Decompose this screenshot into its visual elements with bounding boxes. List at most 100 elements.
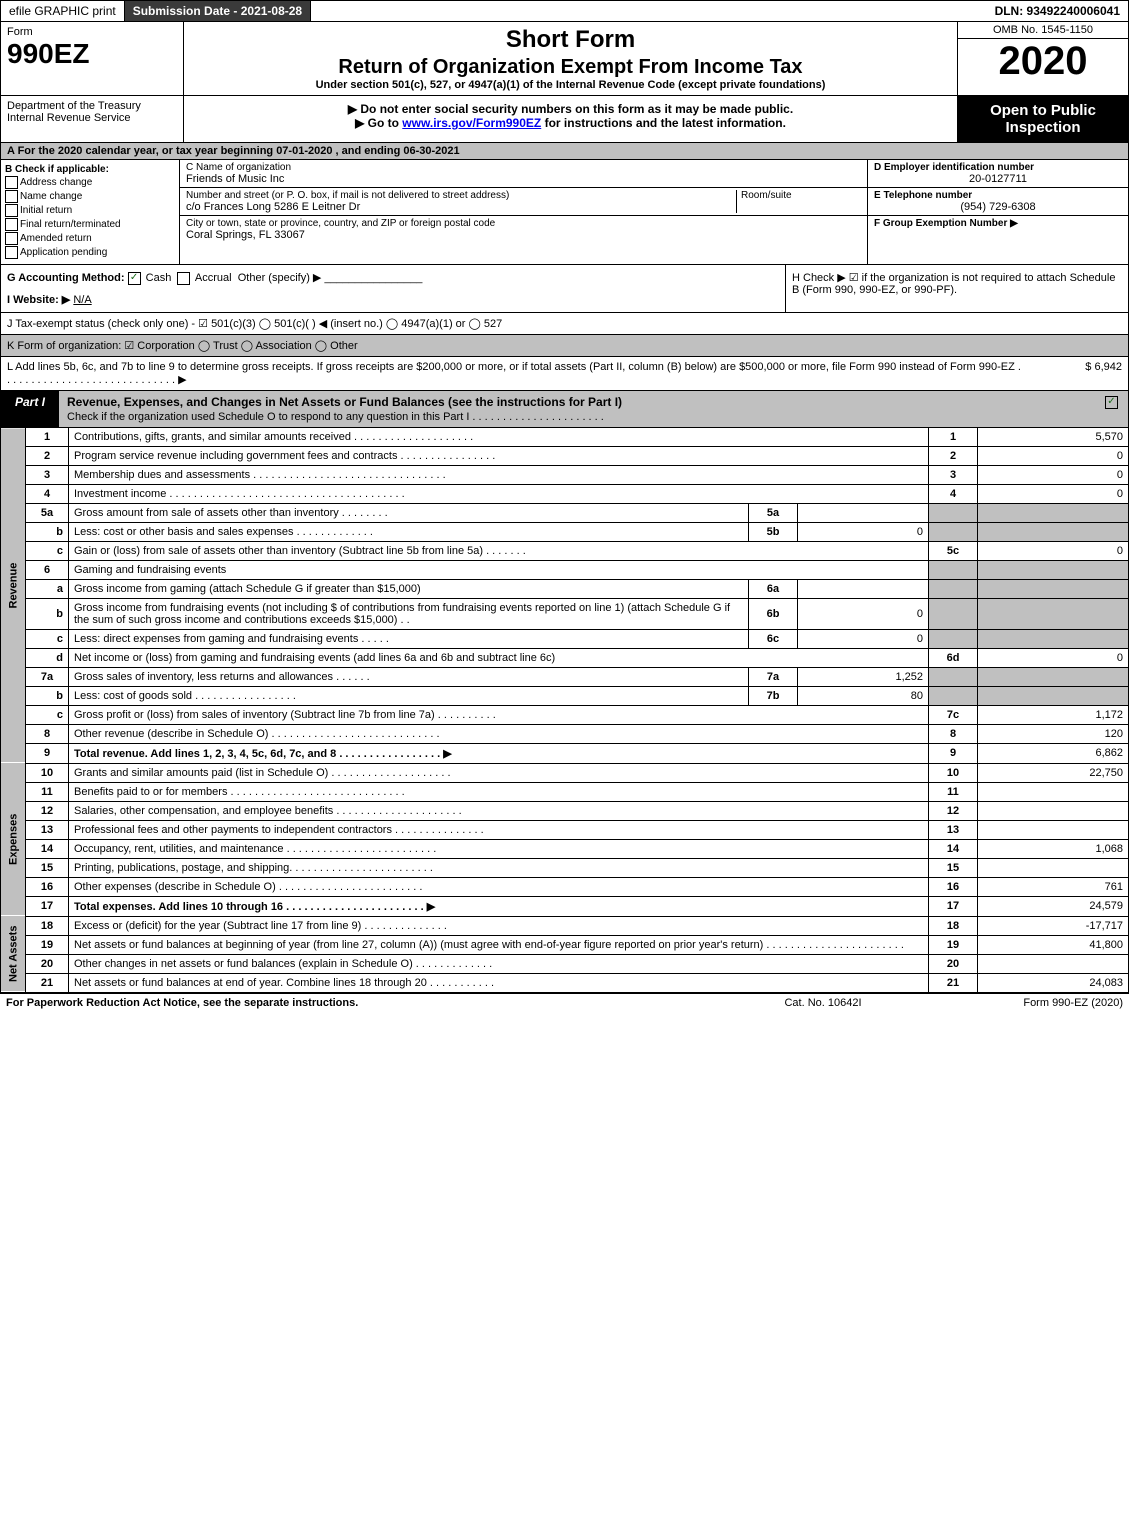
line-13-text: Professional fees and other payments to … [69,820,929,839]
chk-final-return[interactable]: Final return/terminated [5,218,175,231]
line-9-val: 6,862 [978,743,1129,763]
line-4-box: 4 [929,484,978,503]
line-7b-text: Less: cost of goods sold . . . . . . . .… [69,686,749,705]
row-g-accounting: G Accounting Method: Cash Accrual Other … [1,265,785,312]
line-5a-val-shade [978,503,1129,522]
short-form-title: Short Form [190,26,951,54]
line-1-val: 5,570 [978,428,1129,447]
line-19-num: 19 [26,935,69,954]
line-11-text: Benefits paid to or for members . . . . … [69,782,929,801]
line-20-text: Other changes in net assets or fund bala… [69,954,929,973]
chk-cash[interactable] [128,272,141,285]
line-4-num: 4 [26,484,69,503]
line-15-num: 15 [26,858,69,877]
line-21-text: Net assets or fund balances at end of ye… [69,973,929,992]
org-city: Coral Springs, FL 33067 [186,229,861,241]
line-13-val [978,820,1129,839]
line-6d-num: d [26,648,69,667]
line-17-val: 24,579 [978,896,1129,916]
line-8-box: 8 [929,724,978,743]
line-20-num: 20 [26,954,69,973]
c-city-label: City or town, state or province, country… [186,218,861,229]
netassets-side-label: Net Assets [1,916,26,992]
chk-accrual[interactable] [177,272,190,285]
revenue-side-end [1,743,26,763]
line-5c-num: c [26,541,69,560]
website-value: N/A [73,294,91,306]
f-group-label: F Group Exemption Number ▶ [874,218,1122,229]
line-4-val: 0 [978,484,1129,503]
line-6c-text: Less: direct expenses from gaming and fu… [69,629,749,648]
chk-application-pending[interactable]: Application pending [5,246,175,259]
chk-name-change[interactable]: Name change [5,190,175,203]
line-6b-val-shade [978,598,1129,629]
line-12-box: 12 [929,801,978,820]
line-14-val: 1,068 [978,839,1129,858]
line-5b-mini: 5b [749,522,798,541]
line-18-num: 18 [26,916,69,935]
line-7b-num: b [26,686,69,705]
chk-amended-return[interactable]: Amended return [5,232,175,245]
org-address: c/o Frances Long 5286 E Leitner Dr [186,201,736,213]
d-ein-label: D Employer identification number [874,162,1122,173]
return-title: Return of Organization Exempt From Incom… [190,56,951,79]
line-7b-mini: 7b [749,686,798,705]
line-6c-val-shade [978,629,1129,648]
line-13-box: 13 [929,820,978,839]
line-6a-text: Gross income from gaming (attach Schedul… [69,579,749,598]
efile-label[interactable]: efile GRAPHIC print [1,1,125,21]
line-7c-text: Gross profit or (loss) from sales of inv… [69,705,929,724]
line-6a-mini: 6a [749,579,798,598]
line-10-box: 10 [929,763,978,782]
section-bcdef: B Check if applicable: Address change Na… [0,160,1129,265]
line-2-box: 2 [929,446,978,465]
ssn-warning: ▶ Do not enter social security numbers o… [190,102,951,116]
chk-address-change[interactable]: Address change [5,176,175,189]
row-j-tax-exempt: J Tax-exempt status (check only one) - ☑… [0,313,1129,335]
line-8-val: 120 [978,724,1129,743]
line-1-num: 1 [26,428,69,447]
line-7a-val-shade [978,667,1129,686]
chk-initial-return[interactable]: Initial return [5,204,175,217]
line-17-box: 17 [929,896,978,916]
c-name-label: C Name of organization [186,162,861,173]
row-l-gross-receipts: L Add lines 5b, 6c, and 7b to line 9 to … [0,357,1129,391]
line-5c-text: Gain or (loss) from sale of assets other… [69,541,929,560]
line-5a-mval [798,503,929,522]
line-11-val [978,782,1129,801]
line-7a-num: 7a [26,667,69,686]
expenses-side-label: Expenses [1,763,26,916]
irs-link[interactable]: www.irs.gov/Form990EZ [402,116,541,130]
col-def: D Employer identification number 20-0127… [867,160,1128,264]
line-6a-box-shade [929,579,978,598]
line-7a-mini: 7a [749,667,798,686]
part-i-check[interactable] [1097,391,1128,427]
submission-date: Submission Date - 2021-08-28 [125,1,311,21]
line-6b-mval: 0 [798,598,929,629]
line-6b-mini: 6b [749,598,798,629]
page-footer: For Paperwork Reduction Act Notice, see … [0,993,1129,1012]
line-6a-val-shade [978,579,1129,598]
line-7a-text: Gross sales of inventory, less returns a… [69,667,749,686]
line-16-val: 761 [978,877,1129,896]
line-6d-text: Net income or (loss) from gaming and fun… [69,648,929,667]
line-7b-box-shade [929,686,978,705]
part-i-label: Part I [1,391,59,427]
l-value: $ 6,942 [1022,361,1122,386]
form-label: Form [7,26,177,38]
part-i-sub: Check if the organization used Schedule … [67,411,604,423]
line-10-val: 22,750 [978,763,1129,782]
line-2-val: 0 [978,446,1129,465]
line-3-box: 3 [929,465,978,484]
line-6c-mini: 6c [749,629,798,648]
line-6c-num: c [26,629,69,648]
line-16-num: 16 [26,877,69,896]
line-2-text: Program service revenue including govern… [69,446,929,465]
line-5b-num: b [26,522,69,541]
line-5c-box: 5c [929,541,978,560]
b-label: B Check if applicable: [5,164,175,175]
part-i-table: Revenue 1 Contributions, gifts, grants, … [0,428,1129,993]
line-7a-mval: 1,252 [798,667,929,686]
line-21-num: 21 [26,973,69,992]
line-6c-box-shade [929,629,978,648]
